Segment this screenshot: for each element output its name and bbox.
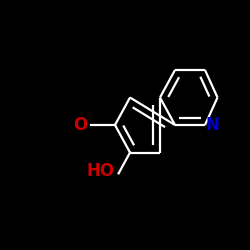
Text: HO: HO xyxy=(87,162,115,180)
Text: O: O xyxy=(73,116,88,134)
Text: N: N xyxy=(205,116,219,134)
